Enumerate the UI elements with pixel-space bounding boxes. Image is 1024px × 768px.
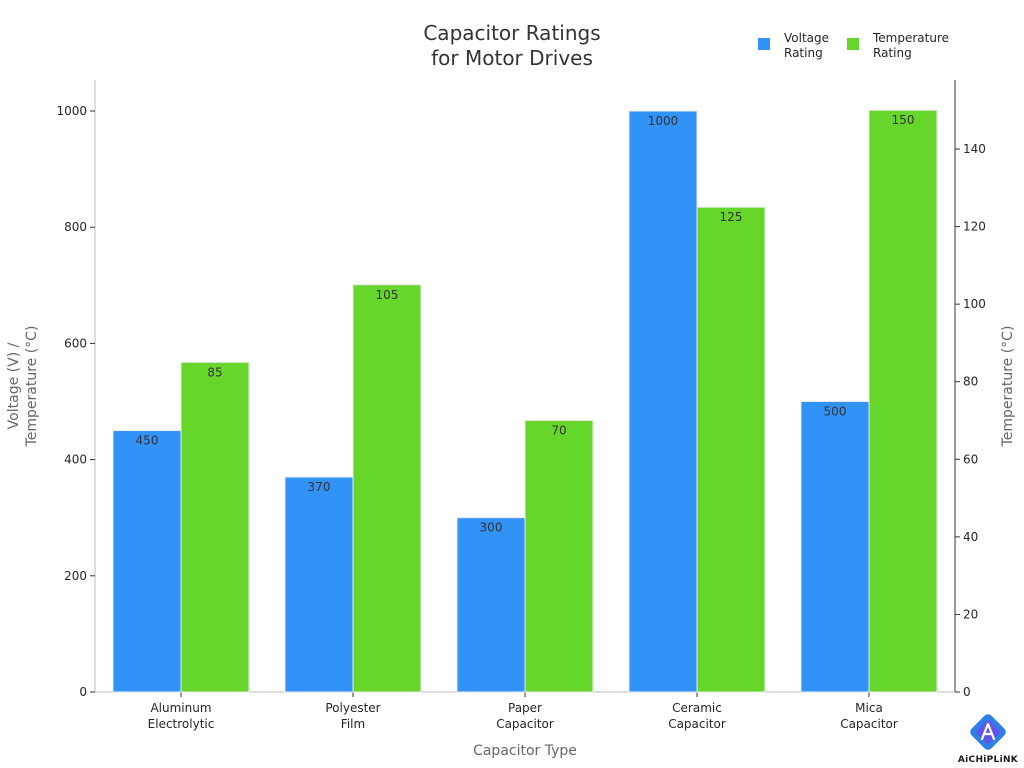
legend-swatch bbox=[847, 38, 859, 50]
y-axis-right-title: Temperature (°C) bbox=[1000, 326, 1016, 448]
axes-layer: 0 200 400 600 800 1000 0 20 40 60 80 100 120 140 Alumi… bbox=[6, 80, 1016, 759]
bar-voltage bbox=[800, 401, 870, 693]
y-left-tick-label: 800 bbox=[64, 220, 87, 234]
logo-text: AiCHiPLiNK bbox=[958, 755, 1019, 765]
x-tick-label-line: Paper bbox=[508, 701, 542, 715]
chart-title-text: Capacitor Ratings for Motor Drives bbox=[423, 21, 600, 70]
data-label-voltage: 1000 bbox=[648, 114, 679, 128]
bar-temperature bbox=[524, 420, 594, 693]
y-left-tick-label: 1000 bbox=[56, 104, 87, 118]
data-label-temperature: 85 bbox=[207, 365, 222, 379]
data-label-voltage: 500 bbox=[824, 405, 847, 419]
bar-temperature bbox=[352, 284, 422, 693]
legend-item-voltage: Voltage Rating bbox=[758, 31, 829, 60]
data-label-temperature: 105 bbox=[376, 288, 399, 302]
legend-label-line: Rating bbox=[784, 46, 823, 60]
legend-label: Temperature Rating bbox=[872, 31, 949, 60]
data-label-voltage: 300 bbox=[480, 521, 503, 535]
y-axis-left-title-line: Temperature (°C) bbox=[24, 326, 40, 448]
x-tick-label: Ceramic Capacitor bbox=[668, 701, 726, 731]
bars-layer bbox=[112, 109, 938, 693]
x-tick-label-line: Electrolytic bbox=[148, 717, 215, 731]
chart-title: Capacitor Ratings for Motor Drives bbox=[423, 21, 600, 70]
bar-voltage bbox=[628, 110, 698, 693]
x-tick-label-line: Ceramic bbox=[672, 701, 722, 715]
logo-letter-a bbox=[980, 722, 996, 741]
y-right-tick-label: 20 bbox=[963, 607, 978, 621]
data-label-voltage: 450 bbox=[136, 434, 159, 448]
x-tick-label: Mica Capacitor bbox=[840, 701, 898, 731]
y-right-tick-label: 0 bbox=[963, 685, 971, 699]
bar-temperature bbox=[696, 206, 766, 693]
legend-item-temperature: Temperature Rating bbox=[847, 31, 949, 60]
data-label-voltage: 370 bbox=[308, 480, 331, 494]
y-right-tick-label: 140 bbox=[963, 142, 986, 156]
chart-title-line: Capacitor Ratings bbox=[423, 21, 600, 45]
y-axis-left-title: Voltage (V) / Temperature (°C) bbox=[6, 326, 40, 448]
labels-layer: 450 85 370 105 300 70 1000 125 500 150 bbox=[136, 113, 915, 534]
legend-label-line: Voltage bbox=[784, 31, 829, 45]
x-tick-label-line: Aluminum bbox=[150, 701, 211, 715]
y-right-tick-label: 40 bbox=[963, 530, 978, 544]
x-tick-label: Polyester Film bbox=[325, 701, 380, 731]
y-left-tick-label: 200 bbox=[64, 569, 87, 583]
x-tick-label-line: Capacitor bbox=[840, 717, 898, 731]
x-axis-title: Capacitor Type bbox=[473, 743, 577, 759]
y-left-tick-label: 400 bbox=[64, 453, 87, 467]
x-tick-label: Aluminum Electrolytic bbox=[148, 701, 215, 731]
aichiplink-logo: AiCHiPLiNK bbox=[958, 714, 1019, 765]
legend-label: Voltage Rating bbox=[784, 31, 829, 60]
bar-voltage bbox=[112, 430, 182, 693]
x-tick-label-line: Film bbox=[341, 717, 365, 731]
bar-temperature bbox=[180, 361, 250, 693]
data-label-temperature: 150 bbox=[892, 113, 915, 127]
y-right-tick-label: 120 bbox=[963, 220, 986, 234]
x-tick-label-line: Mica bbox=[855, 701, 883, 715]
legend-swatch bbox=[758, 38, 770, 50]
y-right-tick-label: 60 bbox=[963, 452, 978, 466]
x-tick-label-line: Capacitor bbox=[496, 717, 554, 731]
y-axis-left-title-line: Voltage (V) / bbox=[6, 342, 22, 429]
y-right-tick-label: 80 bbox=[963, 375, 978, 389]
y-left-tick-label: 600 bbox=[64, 336, 87, 350]
bar-temperature bbox=[868, 109, 938, 693]
chart-title-line: for Motor Drives bbox=[431, 46, 593, 70]
legend-label-line: Rating bbox=[873, 46, 912, 60]
data-label-temperature: 125 bbox=[720, 210, 743, 224]
aichiplink-logo-icon bbox=[970, 714, 1006, 750]
bar-voltage bbox=[284, 476, 354, 693]
y-left-tick-label: 0 bbox=[79, 685, 87, 699]
x-tick-label: Paper Capacitor bbox=[496, 701, 554, 731]
y-right-tick-label: 100 bbox=[963, 297, 986, 311]
data-label-temperature: 70 bbox=[551, 424, 566, 438]
x-tick-label-line: Polyester bbox=[325, 701, 380, 715]
bar-voltage bbox=[456, 517, 526, 693]
legend-label-line: Temperature bbox=[872, 31, 949, 45]
x-tick-label-line: Capacitor bbox=[668, 717, 726, 731]
